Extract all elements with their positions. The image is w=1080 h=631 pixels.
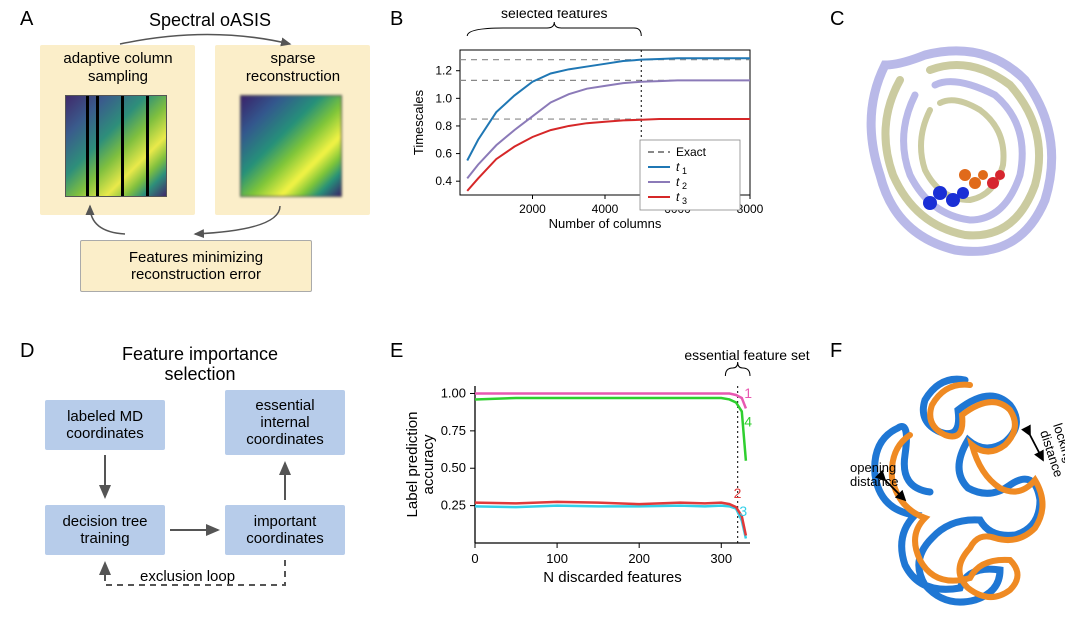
panel-label-C: C	[830, 8, 844, 31]
svg-text:300: 300	[710, 551, 732, 566]
svg-text:opening: opening	[850, 460, 896, 475]
panelD-title-text: Feature importanceselection	[70, 345, 330, 385]
svg-text:2000: 2000	[519, 202, 546, 216]
svg-text:0.25: 0.25	[441, 498, 466, 513]
svg-text:1.00: 1.00	[441, 385, 466, 400]
svg-text:Timescales: Timescales	[411, 89, 426, 155]
svg-text:0.75: 0.75	[441, 423, 466, 438]
panelD-arrows: exclusion loop	[35, 385, 365, 615]
svg-text:2: 2	[682, 181, 687, 191]
panelF-protein: opening distance locking distance	[850, 360, 1065, 625]
svg-text:0.6: 0.6	[435, 147, 452, 161]
panelE-chart: 0.25 0.50 0.75 1.00 0 100 200 300 N discarded fe…	[405, 348, 815, 628]
svg-text:0.8: 0.8	[435, 119, 452, 133]
svg-text:1: 1	[682, 166, 687, 176]
svg-text:1: 1	[744, 385, 752, 401]
svg-text:N discarded features: N discarded features	[543, 569, 681, 586]
svg-text:Number of columns: Number of columns	[549, 216, 662, 231]
svg-text:1.2: 1.2	[435, 64, 452, 78]
svg-text:0.50: 0.50	[441, 460, 466, 475]
svg-text:3: 3	[682, 196, 687, 206]
svg-text:Label predictionaccuracy: Label predictionaccuracy	[405, 412, 437, 518]
svg-text:4: 4	[744, 413, 752, 429]
svg-text:4000: 4000	[592, 202, 619, 216]
panelD-loop-label: exclusion loop	[140, 568, 235, 585]
svg-text:100: 100	[546, 551, 568, 566]
svg-text:2: 2	[734, 485, 742, 501]
svg-text:3: 3	[739, 503, 747, 519]
panelB-chart: 0.40.60.81.01.22000400060008000Number of…	[405, 10, 815, 300]
panel-label-F: F	[830, 340, 842, 363]
panelC-protein	[845, 25, 1065, 275]
svg-text:distance: distance	[850, 474, 898, 489]
panel-label-B: B	[390, 8, 403, 31]
svg-text:selected features: selected features	[501, 10, 608, 21]
svg-text:0.4: 0.4	[435, 174, 452, 188]
panelD-title: Feature importanceselection	[70, 345, 330, 385]
svg-text:essential feature set: essential feature set	[684, 348, 809, 363]
panel-label-E: E	[390, 340, 403, 363]
svg-text:0: 0	[471, 551, 478, 566]
svg-text:1.0: 1.0	[435, 91, 452, 105]
svg-text:200: 200	[628, 551, 650, 566]
panel-label-D: D	[20, 340, 34, 363]
svg-text:8000: 8000	[737, 202, 764, 216]
panelA-arrows	[30, 20, 390, 310]
svg-text:Exact: Exact	[676, 145, 707, 159]
